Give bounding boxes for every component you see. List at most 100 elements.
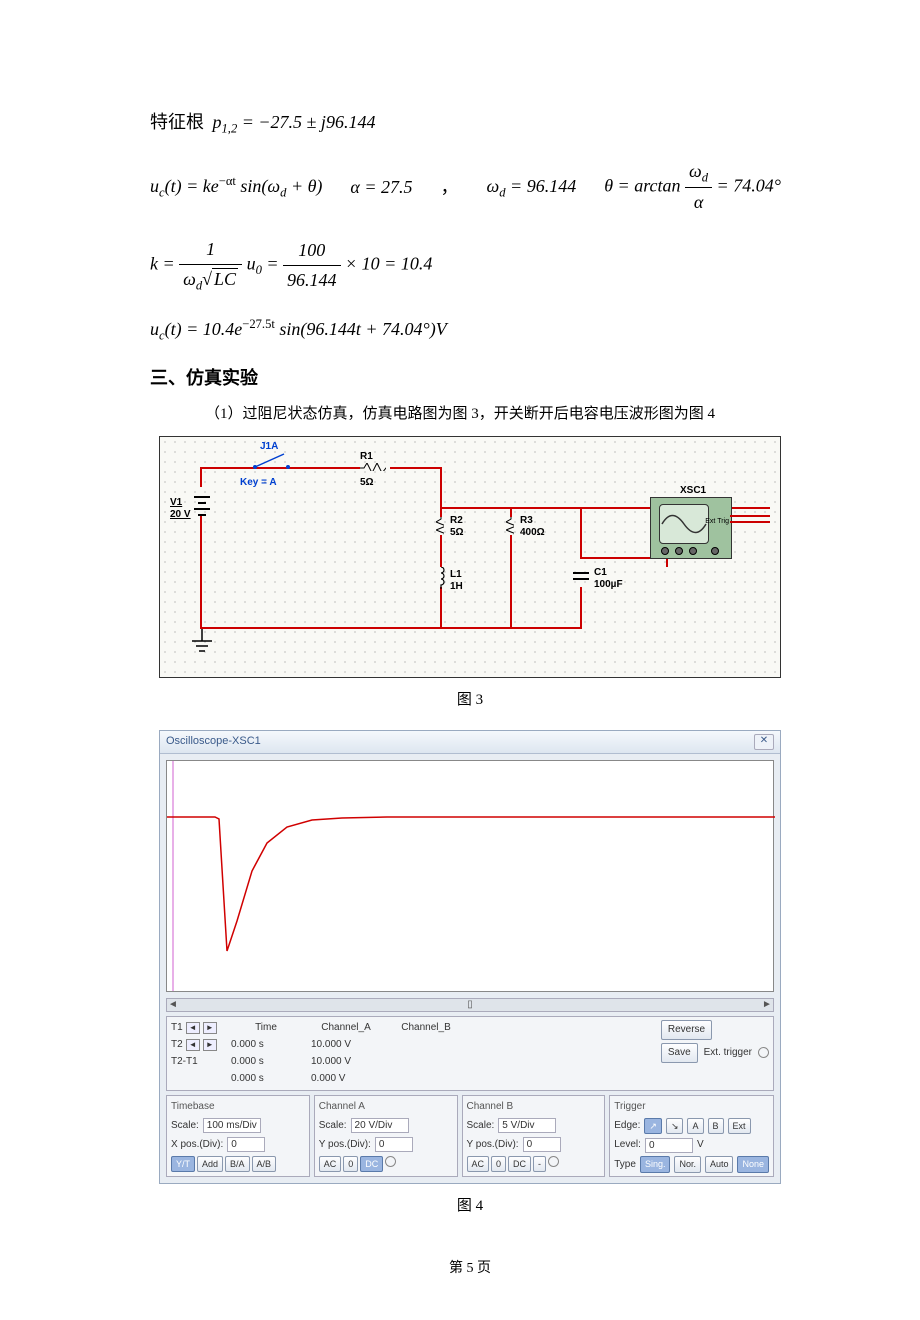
tb-scale-field[interactable]: 100 ms/Div (203, 1118, 261, 1133)
osc-title: Oscilloscope-XSC1 (166, 733, 261, 751)
tb-btn-add[interactable]: Add (197, 1156, 223, 1172)
omegad-val: ωd = 96.144 (487, 172, 577, 203)
level-label: Level: (614, 1137, 641, 1153)
r3-val: 400Ω (520, 525, 545, 541)
v1-val: 20 V (170, 507, 191, 523)
r3-icon (506, 517, 514, 535)
eq-uc-final: uc(t) = 10.4e−27.5t sin(96.144t + 74.04°… (150, 314, 790, 346)
switch-ref: J1A (260, 439, 278, 455)
level-field[interactable]: 0 (645, 1138, 693, 1153)
dt-time: 0.000 s (231, 1071, 301, 1087)
edge-fall[interactable]: ↘ (666, 1118, 684, 1134)
v1-icon (190, 487, 214, 526)
scroll-left-button[interactable]: ◄ (167, 997, 179, 1013)
t1-left[interactable]: ◄ (186, 1022, 200, 1034)
type-sing[interactable]: Sing. (640, 1156, 671, 1172)
theta-val: θ = arctan ωdα = 74.04° (604, 157, 781, 218)
chb-btn-0[interactable]: 0 (491, 1156, 506, 1172)
tb-scale-label: Scale: (171, 1118, 199, 1134)
chb-title: Channel B (467, 1099, 601, 1115)
k-frac2-num: 100 (283, 236, 341, 266)
tb-xpos-label: X pos.(Div): (171, 1137, 223, 1153)
ext-trigger-label: Ext. trigger (704, 1045, 752, 1061)
type-label: Type (614, 1157, 636, 1173)
cha-header: Channel_A (311, 1020, 381, 1036)
edge-b[interactable]: B (708, 1118, 724, 1134)
save-button[interactable]: Save (661, 1043, 698, 1063)
eq-roots: 特征根 p1,2 = −27.5 ± j96.144 (150, 108, 790, 139)
k-frac1-den: ωd√LC (179, 265, 242, 296)
circuit-diagram: J1A Key = A R1 5Ω R2 5Ω R3 400Ω V (159, 436, 781, 678)
chb-scale-label: Scale: (467, 1118, 495, 1134)
trigger-panel: Trigger Edge: ↗ ↘ A B Ext Level: 0 V Typ… (609, 1095, 774, 1177)
t2-cha: 10.000 V (311, 1054, 381, 1070)
ext-trigger-radio[interactable] (758, 1047, 769, 1058)
osc-panels: Timebase Scale: 100 ms/Div X pos.(Div): … (166, 1095, 774, 1177)
chb-btn-minus[interactable]: - (533, 1156, 546, 1172)
edge-label: Edge: (614, 1118, 640, 1134)
r2-icon (436, 517, 444, 535)
ground-icon (190, 629, 214, 659)
tb-btn-yt[interactable]: Y/T (171, 1156, 195, 1172)
edge-ext[interactable]: Ext (728, 1118, 751, 1134)
t2-right[interactable]: ► (203, 1039, 217, 1051)
scope-icon[interactable]: Ext Trig (650, 497, 732, 559)
page: 特征根 p1,2 = −27.5 ± j96.144 uc(t) = ke−αt… (0, 0, 920, 1320)
cha-radio[interactable] (385, 1156, 396, 1167)
cha-ypos-field[interactable]: 0 (375, 1137, 413, 1152)
tb-xpos-field[interactable]: 0 (227, 1137, 265, 1152)
t2-time: 0.000 s (231, 1054, 301, 1070)
cha-btn-dc[interactable]: DC (360, 1156, 383, 1172)
scope-ext: Ext Trig (705, 516, 729, 527)
fig3-caption: 图 3 (150, 688, 790, 712)
osc-scrollbar[interactable]: ◄ ▯ ► (166, 998, 774, 1012)
chb-scale-field[interactable]: 5 V/Div (498, 1118, 556, 1133)
cha-btn-ac[interactable]: AC (319, 1156, 342, 1172)
osc-readout: T1 ◄ ► T2 ◄ ► T2-T1 Time 0.000 s 0.000 s… (166, 1016, 774, 1091)
cha-scale-field[interactable]: 20 V/Div (351, 1118, 409, 1133)
edge-a[interactable]: A (687, 1118, 703, 1134)
eq-k: k = 1ωd√LC u0 = 10096.144 × 10 = 10.4 (150, 235, 790, 296)
l1-val: 1H (450, 579, 463, 595)
r1-val: 5Ω (360, 475, 374, 491)
t2-left[interactable]: ◄ (186, 1039, 200, 1051)
page-number: 第 5 页 (150, 1258, 790, 1280)
timebase-title: Timebase (171, 1099, 305, 1115)
dt-cha: 0.000 V (311, 1071, 381, 1087)
section3-title: 三、仿真实验 (150, 364, 790, 393)
time-header: Time (231, 1020, 301, 1036)
cha-btn-0[interactable]: 0 (343, 1156, 358, 1172)
roots-label: 特征根 (150, 112, 204, 132)
reverse-button[interactable]: Reverse (661, 1020, 712, 1040)
cha-scale-label: Scale: (319, 1118, 347, 1134)
k-frac1-num: 1 (179, 235, 242, 265)
t1-label: T1 (171, 1020, 183, 1036)
chb-btn-ac[interactable]: AC (467, 1156, 490, 1172)
r2-val: 5Ω (450, 525, 464, 541)
edge-rise[interactable]: ↗ (644, 1118, 662, 1134)
scope-ref: XSC1 (680, 483, 706, 499)
type-none[interactable]: None (737, 1156, 769, 1172)
fig4-caption: 图 4 (150, 1194, 790, 1218)
chb-ypos-label: Y pos.(Div): (467, 1137, 519, 1153)
type-nor[interactable]: Nor. (674, 1156, 701, 1172)
chb-radio[interactable] (548, 1156, 559, 1167)
c1-icon (570, 567, 592, 587)
scroll-right-button[interactable]: ► (761, 997, 773, 1013)
trigger-title: Trigger (614, 1099, 769, 1115)
chb-ypos-field[interactable]: 0 (523, 1137, 561, 1152)
switch-key: Key = A (240, 475, 277, 491)
osc-close-button[interactable]: ✕ (754, 734, 774, 750)
t1-time: 0.000 s (231, 1037, 301, 1053)
chb-btn-dc[interactable]: DC (508, 1156, 531, 1172)
t2-label: T2 (171, 1037, 183, 1053)
alpha-val: α = 27.5 (350, 173, 412, 202)
osc-titlebar[interactable]: Oscilloscope-XSC1 ✕ (160, 731, 780, 754)
tb-btn-ba[interactable]: B/A (225, 1156, 250, 1172)
level-unit: V (697, 1137, 704, 1153)
cha-panel: Channel A Scale: 20 V/Div Y pos.(Div): 0… (314, 1095, 458, 1177)
t1-right[interactable]: ► (203, 1022, 217, 1034)
type-auto[interactable]: Auto (705, 1156, 734, 1172)
tb-btn-ab[interactable]: A/B (252, 1156, 277, 1172)
scroll-thumb[interactable]: ▯ (464, 997, 476, 1013)
